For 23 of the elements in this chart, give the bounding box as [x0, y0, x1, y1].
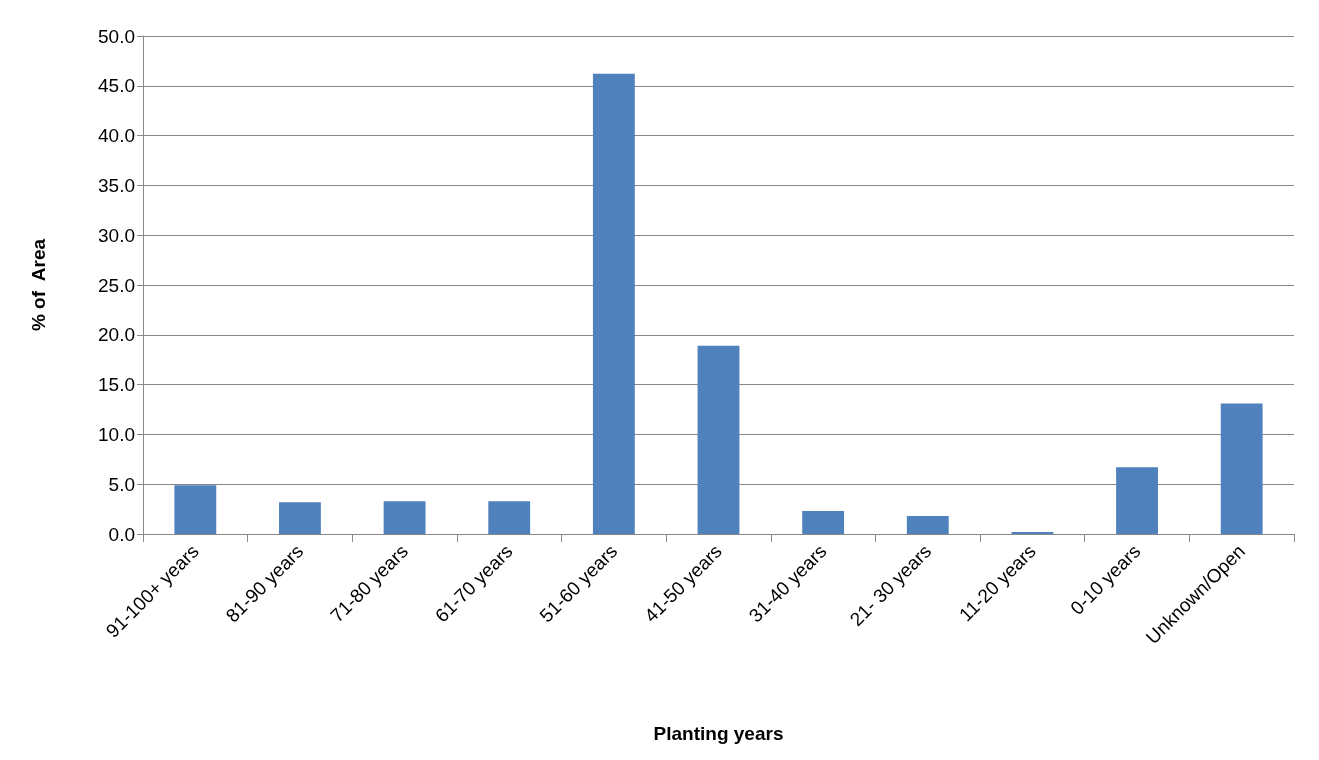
y-tick-label: 15.0 — [98, 374, 135, 396]
bar — [1220, 403, 1263, 534]
y-tick-label: 50.0 — [98, 25, 135, 47]
bar — [592, 73, 635, 534]
bar — [697, 345, 740, 534]
y-tick-label: 10.0 — [98, 423, 135, 445]
y-tick-label: 0.0 — [108, 523, 135, 545]
y-tick-label: 35.0 — [98, 174, 135, 196]
y-tick-label: 25.0 — [98, 274, 135, 296]
bar — [906, 516, 949, 534]
bar — [174, 485, 217, 534]
bar — [1116, 467, 1158, 534]
y-tick-label: 45.0 — [98, 75, 135, 97]
y-axis-title: % of Area — [28, 238, 49, 332]
bar — [488, 501, 531, 534]
bar — [802, 511, 845, 534]
bar — [383, 501, 426, 534]
y-tick-label: 5.0 — [108, 473, 135, 495]
y-tick-label: 40.0 — [98, 125, 135, 147]
y-tick-label: 30.0 — [98, 224, 135, 246]
y-tick-label: 20.0 — [98, 324, 135, 346]
bar — [279, 502, 321, 534]
x-axis-title: Planting years — [653, 723, 784, 744]
